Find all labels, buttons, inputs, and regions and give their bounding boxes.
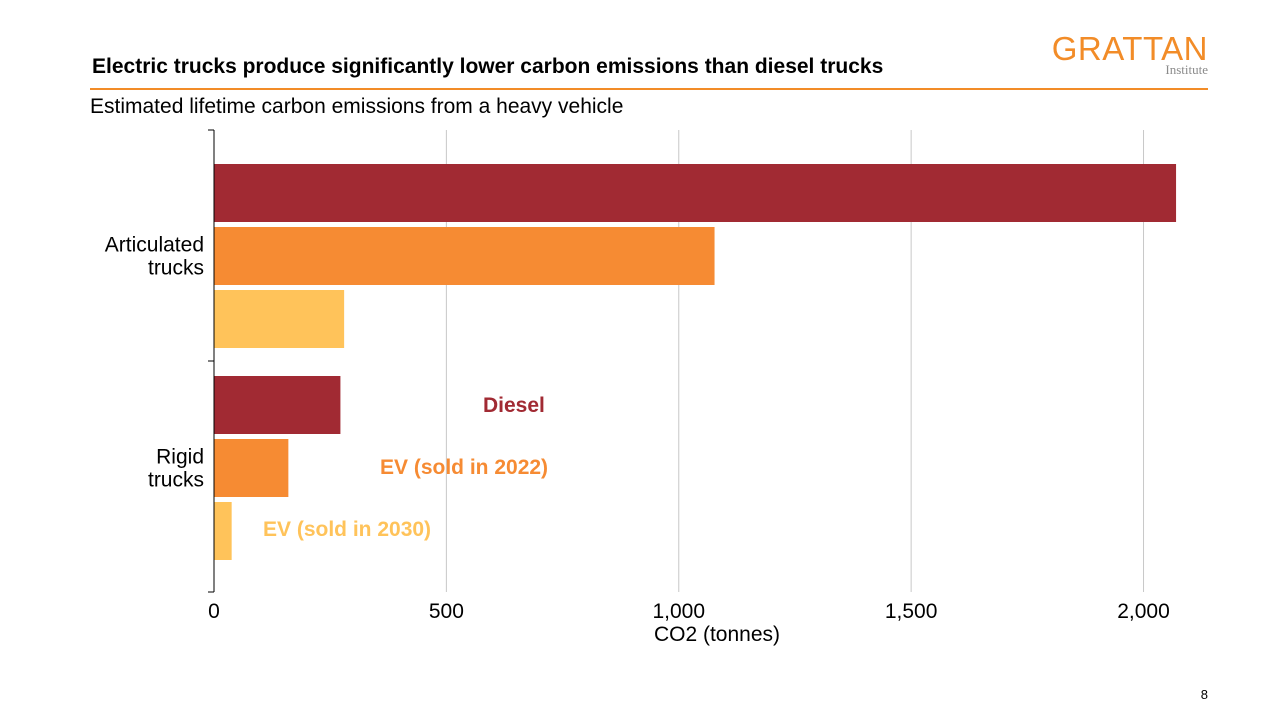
x-tick-label-1: 500 bbox=[429, 600, 464, 623]
legend-label-0: Diesel bbox=[483, 394, 545, 417]
page-number: 8 bbox=[1200, 687, 1208, 702]
category-label-0-0: Articulated bbox=[105, 234, 204, 257]
legend-label-1: EV (sold in 2022) bbox=[380, 456, 548, 479]
bar-1-2 bbox=[214, 502, 232, 560]
chart-title: Electric trucks produce significantly lo… bbox=[92, 55, 884, 78]
bar-0-1 bbox=[214, 227, 715, 285]
x-tick-label-4: 2,000 bbox=[1117, 600, 1170, 623]
x-tick-label-0: 0 bbox=[208, 600, 220, 623]
bar-1-0 bbox=[214, 376, 341, 434]
category-label-1-0: Rigid bbox=[156, 446, 204, 469]
title-rule bbox=[90, 88, 1208, 90]
bar-1-1 bbox=[214, 439, 289, 497]
bar-0-0 bbox=[214, 164, 1177, 222]
logo-subtext: Institute bbox=[1165, 62, 1208, 77]
category-label-0-1: trucks bbox=[148, 257, 204, 280]
category-label-1-1: trucks bbox=[148, 469, 204, 492]
chart-subtitle: Estimated lifetime carbon emissions from… bbox=[90, 95, 624, 118]
x-axis-label: CO2 (tonnes) bbox=[654, 623, 780, 646]
x-tick-label-3: 1,500 bbox=[885, 600, 938, 623]
logo-wordmark: GRATTAN bbox=[1051, 30, 1208, 67]
x-tick-label-2: 1,000 bbox=[652, 600, 705, 623]
bar-0-2 bbox=[214, 290, 345, 348]
legend-label-2: EV (sold in 2030) bbox=[263, 518, 431, 541]
grattan-logo: GRATTAN Institute bbox=[1052, 32, 1208, 77]
